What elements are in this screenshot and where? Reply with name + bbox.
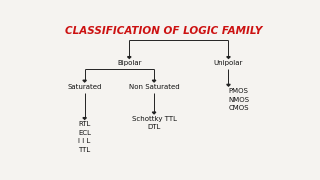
Polygon shape [152, 112, 156, 114]
Text: Non Saturated: Non Saturated [129, 84, 180, 90]
Text: CLASSIFICATION OF LOGIC FAMILY: CLASSIFICATION OF LOGIC FAMILY [65, 26, 263, 36]
Text: RTL
ECL
I I L
TTL: RTL ECL I I L TTL [78, 121, 91, 153]
Polygon shape [152, 80, 156, 82]
Polygon shape [83, 118, 86, 119]
Text: Schottky TTL
DTL: Schottky TTL DTL [132, 116, 177, 130]
Text: PMOS
NMOS
CMOS: PMOS NMOS CMOS [228, 88, 250, 111]
Text: Bipolar: Bipolar [117, 60, 141, 66]
Text: Saturated: Saturated [68, 84, 102, 90]
Text: Unipolar: Unipolar [214, 60, 243, 66]
Polygon shape [127, 57, 131, 58]
Polygon shape [83, 80, 86, 82]
Polygon shape [227, 84, 230, 86]
Polygon shape [227, 57, 230, 58]
